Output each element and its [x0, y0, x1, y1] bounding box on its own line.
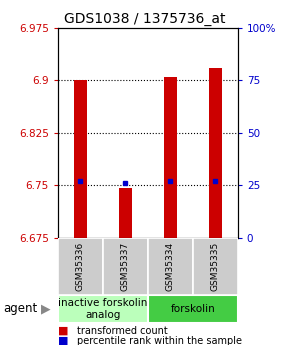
Text: agent: agent [3, 302, 37, 315]
Text: GSM35334: GSM35334 [166, 242, 175, 291]
Bar [148, 238, 193, 295]
Bar [164, 77, 177, 238]
Text: transformed count: transformed count [77, 326, 168, 335]
Text: GDS1038 / 1375736_at: GDS1038 / 1375736_at [64, 12, 226, 26]
Bar [119, 188, 132, 238]
Bar [193, 238, 238, 295]
Text: GSM35337: GSM35337 [121, 242, 130, 291]
Text: ■: ■ [58, 336, 68, 345]
Text: GSM35335: GSM35335 [211, 242, 220, 291]
Text: inactive forskolin
analog: inactive forskolin analog [58, 298, 148, 319]
Bar [148, 295, 238, 323]
Bar [74, 80, 87, 238]
Bar [58, 238, 103, 295]
Bar [103, 238, 148, 295]
Bar [58, 295, 148, 323]
Text: ▶: ▶ [41, 302, 51, 315]
Text: ■: ■ [58, 326, 68, 335]
Text: GSM35336: GSM35336 [76, 242, 85, 291]
Bar [209, 68, 222, 238]
Text: forskolin: forskolin [171, 304, 215, 314]
Text: percentile rank within the sample: percentile rank within the sample [77, 336, 242, 345]
